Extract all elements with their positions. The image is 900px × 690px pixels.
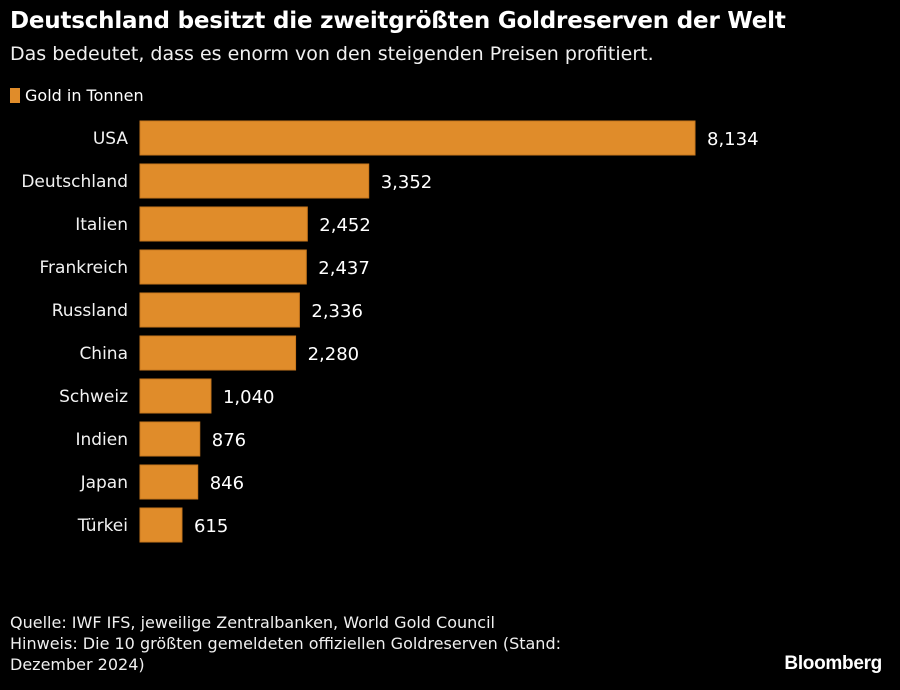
value-label: 876 (212, 430, 246, 451)
category-label: Japan (80, 473, 128, 493)
bar (139, 249, 307, 285)
category-label: USA (93, 129, 129, 149)
value-label: 2,437 (318, 258, 370, 279)
legend: Gold in Tonnen (10, 86, 144, 105)
value-label: 846 (210, 473, 244, 494)
bloomberg-logo: Bloomberg (784, 653, 882, 674)
category-label: Türkei (77, 516, 128, 536)
chart-footer: Quelle: IWF IFS, jeweilige Zentralbanken… (10, 612, 561, 675)
category-label: Frankreich (40, 258, 129, 278)
category-label: Italien (75, 215, 128, 235)
bar-chart: USA 8,134 Deutschland 3,352 Italien 2,452 Fran… (21, 120, 759, 543)
chart-title: Deutschland besitzt die zweitgrößten Gol… (10, 8, 786, 34)
chart-subtitle: Das bedeutet, dass es enorm von den stei… (10, 43, 654, 65)
bar (139, 120, 696, 156)
value-label: 2,336 (311, 301, 363, 322)
bar (139, 464, 199, 500)
value-label: 2,280 (308, 344, 360, 365)
category-label: China (79, 344, 128, 364)
bar (139, 335, 297, 371)
bar (139, 163, 370, 199)
category-label: Indien (75, 430, 128, 450)
value-label: 615 (194, 516, 228, 537)
bar (139, 206, 308, 242)
value-label: 8,134 (707, 129, 759, 150)
bar (139, 292, 300, 328)
value-label: 2,452 (319, 215, 371, 236)
bar (139, 507, 183, 543)
bar (139, 421, 201, 457)
legend-label: Gold in Tonnen (25, 86, 144, 105)
category-label: Deutschland (21, 172, 128, 192)
category-label: Russland (52, 301, 128, 321)
category-label: Schweiz (59, 387, 128, 407)
hint-note-line2: Dezember 2024) (10, 655, 145, 674)
legend-swatch (10, 88, 20, 103)
source-note: Quelle: IWF IFS, jeweilige Zentralbanken… (10, 613, 495, 632)
value-label: 3,352 (381, 172, 433, 193)
bar (139, 378, 212, 414)
value-label: 1,040 (223, 387, 275, 408)
hint-note-line1: Hinweis: Die 10 größten gemeldeten offiz… (10, 634, 561, 653)
